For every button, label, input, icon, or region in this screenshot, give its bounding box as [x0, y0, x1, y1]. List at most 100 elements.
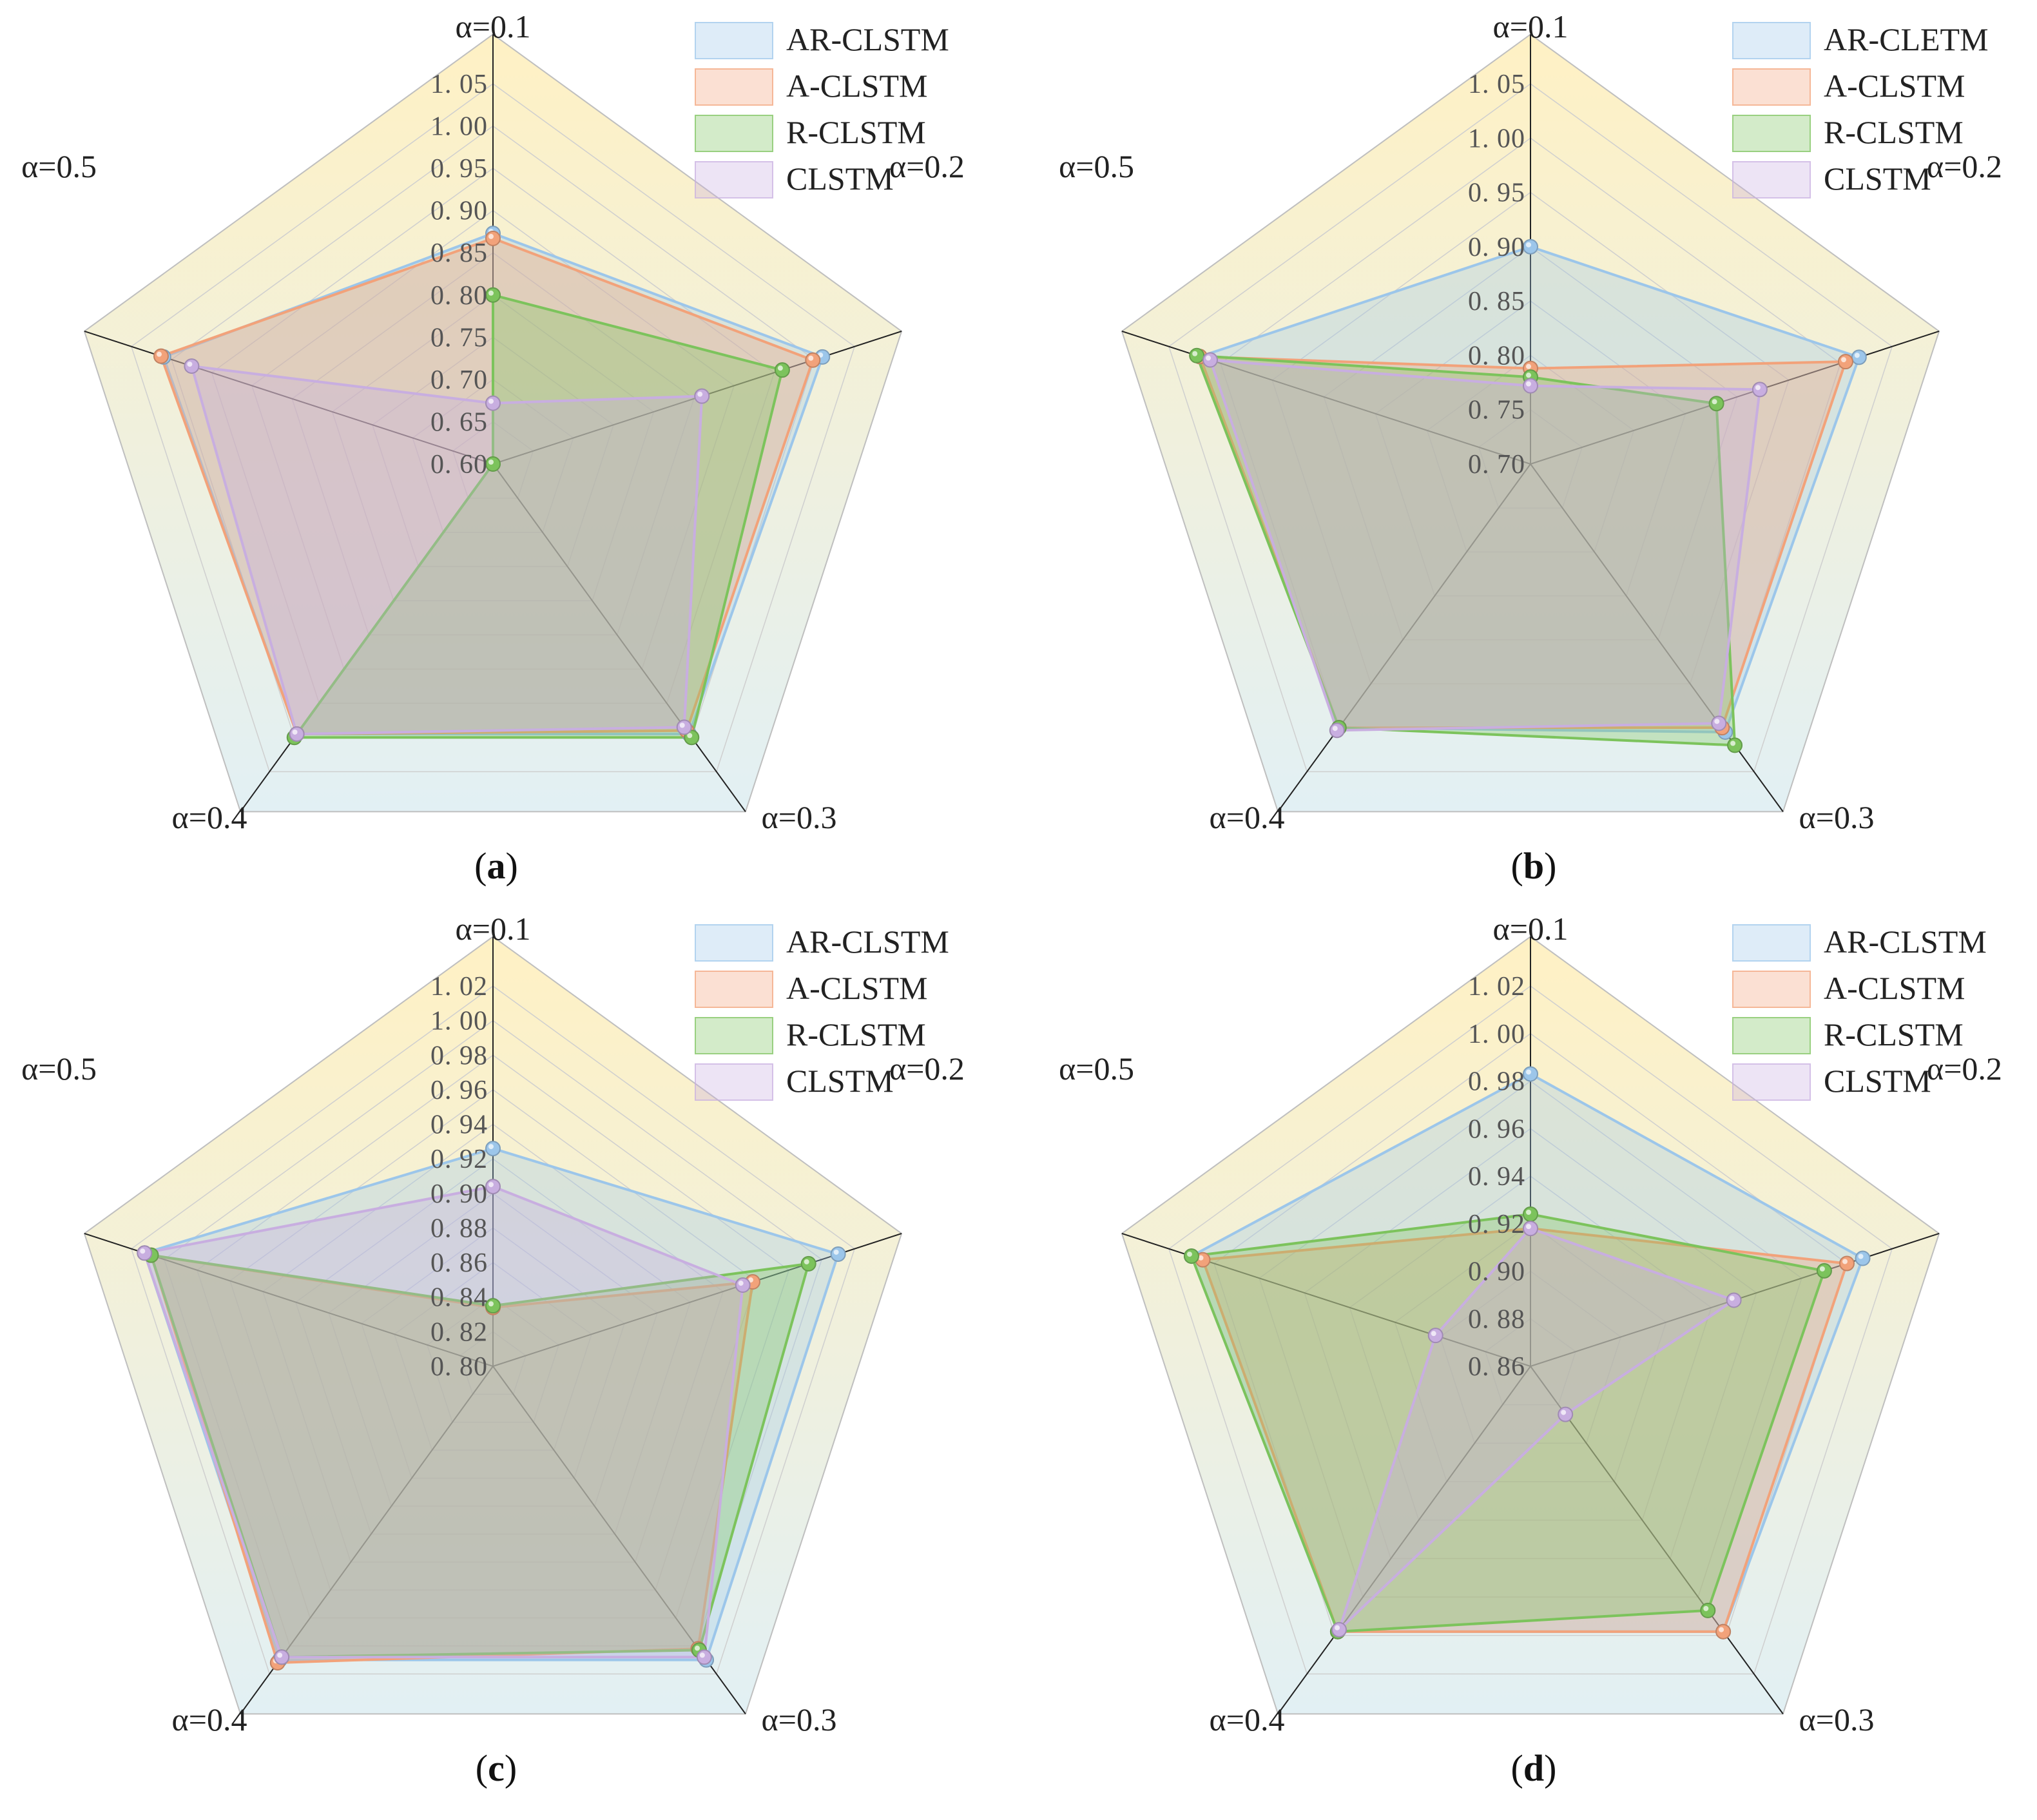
data-point-clstm[interactable]	[1202, 352, 1219, 368]
legend-item-ar-clstm[interactable]: AR-CLETM	[1732, 18, 2035, 64]
data-point-r-clstm[interactable]	[1708, 396, 1724, 412]
data-point-clstm[interactable]	[485, 395, 501, 411]
data-point-ar-clstm[interactable]	[485, 1141, 501, 1157]
tick-label: 0. 85	[430, 238, 488, 268]
data-point-highlight	[833, 1249, 839, 1255]
data-point-clstm[interactable]	[676, 719, 692, 735]
data-point-r-clstm[interactable]	[1189, 347, 1205, 363]
axis-label: α=0.2	[889, 1050, 965, 1087]
data-point-r-clstm[interactable]	[485, 287, 501, 303]
series-area-r-clstm	[1190, 1213, 1826, 1633]
data-point-ar-clstm[interactable]	[1851, 349, 1867, 365]
data-point-clstm[interactable]	[184, 358, 200, 374]
data-point-highlight	[738, 1281, 744, 1286]
legend-item-clstm[interactable]: CLSTM	[695, 157, 998, 204]
data-point-highlight	[1206, 355, 1212, 361]
data-point-highlight	[1703, 1605, 1709, 1611]
grid-ring	[1439, 1270, 1622, 1444]
tick-label: 0. 90	[430, 1179, 488, 1209]
data-point-clstm[interactable]	[1427, 1328, 1443, 1344]
grid-ring	[130, 83, 856, 773]
legend-item-r-clstm[interactable]: R-CLSTM	[695, 111, 998, 157]
data-point-r-clstm[interactable]	[1523, 1206, 1538, 1222]
legend: AR-CLSTM A-CLSTM R-CLSTM CLSTM	[695, 18, 998, 204]
legend-item-ar-clstm[interactable]: AR-CLSTM	[695, 18, 998, 64]
legend-item-clstm[interactable]: CLSTM	[695, 1060, 998, 1106]
tick-label: 0. 82	[430, 1317, 488, 1347]
data-point-a-clstm[interactable]	[153, 348, 169, 364]
tick-label: 0. 65	[430, 407, 488, 437]
legend-label: A-CLSTM	[1824, 970, 1965, 1006]
grid-ring	[229, 1089, 757, 1591]
data-point-clstm[interactable]	[1523, 378, 1538, 394]
data-point-highlight	[1819, 1266, 1825, 1272]
grid-ring	[427, 1296, 559, 1423]
legend-label: A-CLSTM	[786, 970, 928, 1006]
data-point-clstm[interactable]	[694, 388, 710, 404]
axis-spoke	[1277, 463, 1531, 812]
data-point-clstm[interactable]	[1711, 715, 1727, 731]
data-point-r-clstm[interactable]	[1183, 1248, 1199, 1264]
legend-item-r-clstm[interactable]: R-CLSTM	[695, 1013, 998, 1060]
data-point-a-clstm[interactable]	[1839, 1255, 1855, 1272]
axis-label: α=0.1	[456, 911, 531, 947]
data-point-clstm[interactable]	[735, 1277, 751, 1293]
data-point-highlight	[1192, 351, 1198, 356]
data-point-clstm[interactable]	[1523, 1221, 1538, 1237]
data-point-a-clstm[interactable]	[805, 352, 821, 368]
data-point-clstm[interactable]	[696, 1649, 712, 1665]
data-point-clstm[interactable]	[1752, 382, 1768, 398]
data-point-r-clstm[interactable]	[485, 456, 501, 472]
data-point-highlight	[1755, 385, 1761, 391]
legend-item-clstm[interactable]: CLSTM	[1732, 157, 2035, 204]
data-point-clstm[interactable]	[137, 1245, 153, 1261]
legend-item-r-clstm[interactable]: R-CLSTM	[1732, 1013, 2035, 1060]
data-point-r-clstm[interactable]	[1816, 1263, 1832, 1279]
data-point-ar-clstm[interactable]	[830, 1246, 846, 1262]
data-point-clstm[interactable]	[1726, 1292, 1742, 1308]
tick-label: 0. 94	[430, 1110, 488, 1140]
legend-item-ar-clstm[interactable]: AR-CLSTM	[695, 920, 998, 967]
data-point-a-clstm[interactable]	[1715, 1623, 1732, 1640]
data-point-clstm[interactable]	[289, 726, 305, 742]
legend-swatch-clstm	[1732, 161, 1811, 198]
data-point-a-clstm[interactable]	[1837, 354, 1853, 370]
data-point-clstm[interactable]	[1331, 1622, 1347, 1638]
legend-swatch-a-clstm	[1732, 68, 1811, 106]
panel-label-letter: a	[487, 845, 506, 887]
legend-item-r-clstm[interactable]: R-CLSTM	[1732, 111, 2035, 157]
tick-label: 0. 85	[1468, 287, 1525, 316]
legend-item-clstm[interactable]: CLSTM	[1732, 1060, 2035, 1106]
data-point-r-clstm[interactable]	[485, 1298, 501, 1314]
legend-item-a-clstm[interactable]: A-CLSTM	[695, 64, 998, 111]
legend-swatch-ar-clstm	[695, 924, 773, 962]
legend-item-a-clstm[interactable]: A-CLSTM	[1732, 64, 2035, 111]
data-point-r-clstm[interactable]	[774, 362, 790, 378]
data-point-clstm[interactable]	[1558, 1406, 1574, 1422]
data-point-ar-clstm[interactable]	[1855, 1250, 1871, 1266]
legend-item-ar-clstm[interactable]: AR-CLSTM	[1732, 920, 2035, 967]
data-point-r-clstm[interactable]	[800, 1255, 816, 1272]
legend-swatch-r-clstm	[695, 115, 773, 152]
grid-ring	[262, 1123, 724, 1563]
data-point-highlight	[1854, 353, 1860, 358]
data-point-a-clstm[interactable]	[485, 230, 501, 246]
data-point-highlight	[679, 722, 685, 728]
data-point-clstm[interactable]	[274, 1649, 290, 1665]
grid-ring	[1304, 1128, 1757, 1560]
data-point-clstm[interactable]	[485, 1179, 501, 1195]
data-point-highlight	[1526, 1069, 1531, 1075]
legend-item-a-clstm[interactable]: A-CLSTM	[695, 967, 998, 1013]
data-point-highlight	[488, 1301, 494, 1307]
data-point-r-clstm[interactable]	[1727, 737, 1743, 753]
data-point-ar-clstm[interactable]	[1523, 238, 1538, 255]
data-point-highlight	[1526, 1224, 1531, 1230]
grid-ring	[1271, 191, 1790, 684]
data-point-highlight	[157, 351, 162, 357]
data-point-ar-clstm[interactable]	[1523, 1066, 1538, 1082]
legend-swatch-r-clstm	[1732, 115, 1811, 152]
tick-label: 0. 90	[1468, 1257, 1525, 1287]
legend-item-a-clstm[interactable]: A-CLSTM	[1732, 967, 2035, 1013]
data-point-r-clstm[interactable]	[1700, 1602, 1716, 1618]
data-point-clstm[interactable]	[1329, 722, 1345, 739]
